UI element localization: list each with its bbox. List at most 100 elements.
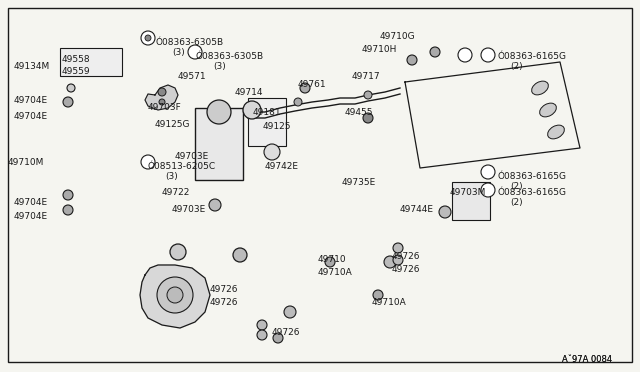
Circle shape (167, 287, 183, 303)
Text: 49726: 49726 (210, 285, 239, 294)
Circle shape (481, 48, 495, 62)
Text: Ó08363-6165G: Ó08363-6165G (497, 172, 566, 181)
Circle shape (243, 101, 261, 119)
Circle shape (284, 306, 296, 318)
Text: Ó08363-6305B: Ó08363-6305B (155, 38, 223, 47)
Text: 49710: 49710 (318, 255, 347, 264)
Bar (195, 108, 243, 180)
Circle shape (141, 31, 155, 45)
Circle shape (207, 100, 231, 124)
Text: 49703E: 49703E (175, 152, 209, 161)
Circle shape (294, 98, 302, 106)
Circle shape (257, 330, 267, 340)
Circle shape (67, 84, 75, 92)
Text: S: S (193, 49, 198, 55)
Text: (2): (2) (510, 62, 523, 71)
Circle shape (430, 47, 440, 57)
Bar (60, 48, 122, 76)
Text: 49710H: 49710H (362, 45, 397, 54)
Circle shape (63, 190, 73, 200)
Polygon shape (145, 85, 178, 110)
Text: 49704E: 49704E (14, 112, 48, 121)
Circle shape (264, 144, 280, 160)
Circle shape (63, 205, 73, 215)
Circle shape (384, 256, 396, 268)
Text: Ó08363-6305B: Ó08363-6305B (196, 52, 264, 61)
Text: S: S (463, 52, 467, 58)
Text: 49744E: 49744E (400, 205, 434, 214)
Text: 49726: 49726 (210, 298, 239, 307)
Circle shape (458, 48, 472, 62)
Circle shape (63, 97, 73, 107)
Polygon shape (405, 62, 580, 168)
Text: S: S (486, 52, 490, 58)
Ellipse shape (540, 103, 556, 117)
Text: 49742E: 49742E (265, 162, 299, 171)
Text: S: S (145, 159, 150, 165)
Ellipse shape (548, 125, 564, 139)
Bar (452, 182, 490, 220)
Text: (3): (3) (213, 62, 226, 71)
Text: 49703M: 49703M (450, 188, 486, 197)
Circle shape (481, 183, 495, 197)
Polygon shape (140, 265, 210, 328)
Circle shape (407, 55, 417, 65)
Circle shape (363, 113, 373, 123)
Text: 49703F: 49703F (148, 103, 182, 112)
Circle shape (157, 277, 193, 313)
Text: Ó08363-6165G: Ó08363-6165G (497, 52, 566, 61)
Circle shape (364, 91, 372, 99)
Circle shape (209, 199, 221, 211)
Circle shape (141, 155, 155, 169)
Circle shape (188, 45, 202, 59)
Text: 49735E: 49735E (342, 178, 376, 187)
Ellipse shape (532, 81, 548, 95)
Circle shape (158, 88, 166, 96)
Circle shape (170, 244, 186, 260)
Text: 49559: 49559 (62, 67, 91, 76)
Text: 49558: 49558 (62, 55, 91, 64)
Text: 49714: 49714 (235, 88, 264, 97)
Text: (3): (3) (172, 48, 185, 57)
Text: S: S (486, 187, 490, 193)
Circle shape (159, 99, 165, 105)
Text: 49125: 49125 (263, 122, 291, 131)
Text: Ó08363-6165G: Ó08363-6165G (497, 188, 566, 197)
Circle shape (439, 206, 451, 218)
Text: 49710A: 49710A (318, 268, 353, 277)
Text: 49726: 49726 (392, 265, 420, 274)
Bar (248, 98, 286, 146)
Circle shape (233, 248, 247, 262)
Text: S: S (145, 35, 150, 41)
Circle shape (145, 35, 151, 41)
Text: Aˇ97A 0084: Aˇ97A 0084 (562, 355, 612, 364)
Circle shape (300, 83, 310, 93)
Text: (3): (3) (165, 172, 178, 181)
Circle shape (393, 243, 403, 253)
Circle shape (481, 165, 495, 179)
Text: Ó08513-6205C: Ó08513-6205C (148, 162, 216, 171)
Text: 49717: 49717 (352, 72, 381, 81)
Text: 49722: 49722 (162, 188, 190, 197)
Text: Aˇ97A 0084: Aˇ97A 0084 (562, 355, 612, 364)
Text: 49455: 49455 (345, 108, 374, 117)
Text: 49571: 49571 (178, 72, 207, 81)
Text: 49710G: 49710G (380, 32, 415, 41)
Text: 49726: 49726 (392, 252, 420, 261)
Text: 49710M: 49710M (8, 158, 44, 167)
Text: 49134M: 49134M (14, 62, 51, 71)
Circle shape (273, 333, 283, 343)
Text: 49125G: 49125G (155, 120, 191, 129)
Text: 49704E: 49704E (14, 212, 48, 221)
Text: 49704E: 49704E (14, 198, 48, 207)
Circle shape (393, 255, 403, 265)
Text: 49761: 49761 (298, 80, 326, 89)
Text: 49703E: 49703E (172, 205, 206, 214)
Text: 49710A: 49710A (372, 298, 407, 307)
Text: S: S (486, 169, 490, 175)
Text: (2): (2) (510, 182, 523, 191)
Text: (2): (2) (510, 198, 523, 207)
Circle shape (257, 320, 267, 330)
Text: 49181: 49181 (253, 108, 282, 117)
Circle shape (325, 257, 335, 267)
